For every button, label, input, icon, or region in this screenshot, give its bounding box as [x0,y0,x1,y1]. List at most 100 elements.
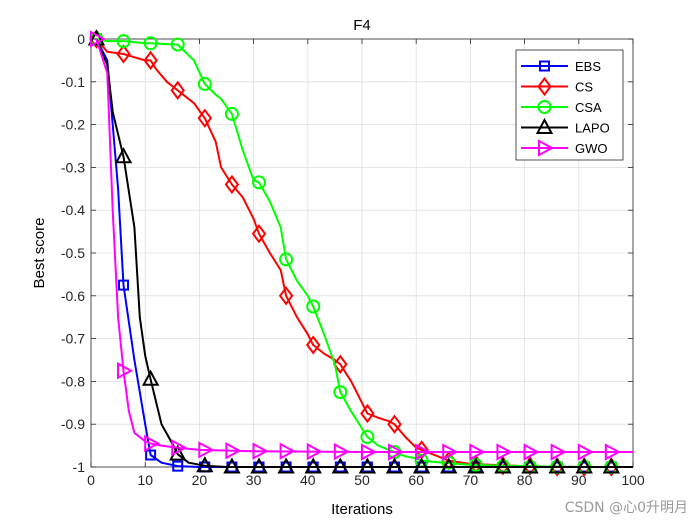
data-point-cs [224,174,240,195]
data-point-ebs [172,460,184,472]
data-point-gwo [333,442,350,461]
data-point-gwo [198,441,215,459]
data-point-cs [170,80,185,101]
y-tick-label: -0.6 [61,288,85,304]
data-point-lapo [223,457,241,474]
legend-label-lapo: LAPO [575,121,610,136]
legend-marker-csa [537,100,552,114]
data-point-csa [279,252,294,267]
data-point-cs [305,335,321,355]
data-point-lapo [196,456,214,473]
data-point-cs [549,457,565,477]
data-point-gwo [523,443,540,461]
data-point-lapo [250,457,268,474]
y-tick-label: -0.7 [61,331,85,347]
data-point-csa [116,34,131,49]
series-lapo [87,29,633,474]
data-point-gwo [89,30,107,48]
chart-title: F4 [353,17,371,34]
data-point-cs [360,403,375,424]
legend-item-lapo: LAPO [521,117,610,136]
legend-item-cs: CS [521,76,593,97]
legend-marker-ebs [539,60,550,72]
x-tick-label: 50 [354,472,370,488]
legend-item-csa: CSA [521,100,602,115]
data-point-csa [252,175,267,190]
x-tick-label: 0 [87,472,95,488]
legend-item-ebs: EBS [521,59,601,74]
y-tick-label: 0 [77,31,85,47]
data-point-gwo [442,443,459,461]
legend-label-gwo: GWO [575,141,608,156]
data-point-lapo [440,457,458,474]
data-point-ebs [145,449,157,461]
x-tick-label: 80 [517,472,533,488]
data-point-cs [116,44,131,64]
x-tick-label: 40 [300,472,316,488]
data-point-lapo [358,457,377,474]
data-point-csa [143,36,158,51]
data-point-csa [306,299,321,314]
series-lines [87,29,633,477]
data-point-cs [251,224,267,244]
data-point-csa [197,76,212,91]
data-point-lapo [602,457,620,474]
legend-marker-lapo [535,117,554,134]
y-tick-label: -0.4 [61,202,85,218]
data-point-csa [170,37,185,52]
data-point-cs [604,457,619,477]
data-point-gwo [306,442,323,461]
data-point-gwo [388,443,405,461]
x-tick-label: 90 [571,472,587,488]
data-point-lapo [548,457,566,474]
y-tick-label: -0.8 [61,373,85,389]
data-point-gwo [550,443,567,461]
data-point-gwo [469,443,486,461]
y-tick-label: -1 [73,459,86,475]
data-point-gwo [252,442,269,460]
y-tick-label: -0.9 [61,416,85,432]
data-point-csa [333,385,348,400]
data-point-gwo [415,443,432,461]
data-point-csa [224,106,239,121]
data-point-lapo [87,29,106,46]
axis-ticks: 0 10 20 30 40 50 60 70 80 90 100 0 -0.1 -0.2 -0.3 -0.4 -… [61,31,645,488]
data-point-lapo [385,457,404,474]
watermark: CSDN @心0升明月 [564,500,688,516]
x-tick-label: 10 [137,472,153,488]
x-tick-label: 20 [192,472,208,488]
data-point-lapo [575,457,593,474]
legend-label-ebs: EBS [575,59,601,74]
series-line-cs [95,38,633,468]
series-line-csa [96,38,633,468]
data-point-cs [333,354,348,374]
x-tick-label: 60 [408,472,424,488]
legend-label-cs: CS [575,80,593,95]
legend-marker-cs [537,76,552,97]
data-point-lapo [521,457,539,474]
data-point-gwo [144,434,161,453]
data-point-gwo [496,443,513,461]
legend-box [515,49,624,161]
data-point-cs [387,414,402,434]
x-axis-label: Iterations [331,501,393,518]
legend-item-gwo: GWO [521,139,608,157]
data-point-gwo [117,362,134,380]
data-point-gwo [171,439,188,457]
data-point-lapo [331,457,349,474]
data-point-cs [143,50,158,71]
y-tick-label: -0.2 [61,117,85,133]
legend: EBS CS CSA LAPO GWO [515,49,624,161]
data-point-cs [197,108,213,128]
y-tick-label: -0.5 [61,245,85,261]
data-point-lapo [141,369,160,386]
data-point-cs [576,457,592,477]
y-axis-label: Best score [31,218,48,289]
data-point-lapo [277,457,295,474]
series-gwo [89,30,633,461]
data-point-lapo [304,457,322,474]
x-tick-label: 70 [463,472,479,488]
data-point-cs [278,286,294,306]
x-tick-label: 100 [621,472,645,488]
